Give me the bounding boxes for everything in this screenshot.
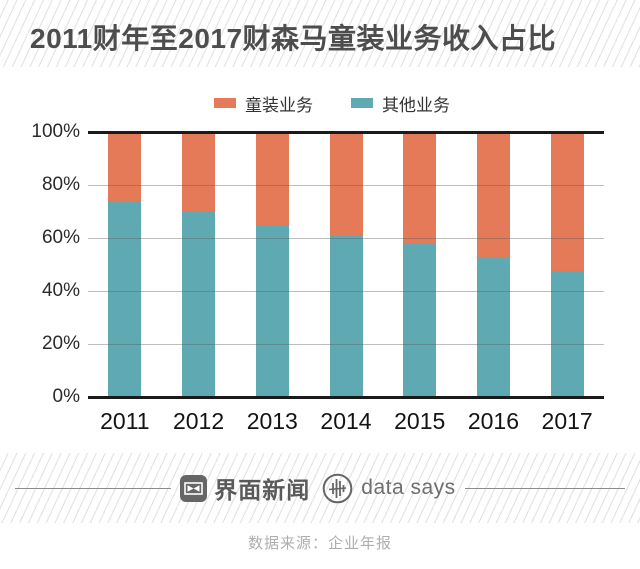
data-source-note: 数据来源：企业年报	[247, 535, 392, 552]
x-axis-tick-label: 2012	[172, 408, 225, 434]
legend-label: 其他业务	[382, 95, 450, 115]
bar-children-business-2013	[255, 132, 289, 225]
legend-label: 童装业务	[245, 95, 313, 115]
jiemian-brand-text: 界面新闻	[214, 477, 311, 503]
y-axis-tick-label: 40%	[41, 280, 80, 301]
chart-title: 2011财年至2017财森马童装业务收入占比	[30, 22, 557, 54]
bar-other-business-2017	[550, 271, 584, 397]
bar-children-business-2017	[550, 132, 584, 272]
bar-other-business-2011	[108, 201, 142, 397]
legend: 童装业务 其他业务	[24, 91, 640, 116]
legend-item-1: 其他业务	[351, 91, 450, 116]
y-axis-tick-label: 60%	[41, 227, 80, 248]
top-axis-line	[88, 130, 604, 134]
footer-band: 界面新闻 data says	[0, 453, 640, 523]
bar-children-business-2011	[108, 132, 142, 202]
bar-children-business-2016	[476, 132, 510, 257]
x-axis-tick-label: 2013	[246, 408, 298, 434]
x-axis-tick-label: 2016	[467, 408, 519, 434]
right-divider-line	[464, 487, 625, 489]
gridline-20%	[88, 343, 604, 345]
x-axis-tick-label: 2015	[394, 408, 446, 434]
data-says-brand-text: data says	[361, 476, 456, 499]
bar-children-business-2014	[329, 132, 363, 236]
x-axis-tick-label: 2014	[320, 408, 372, 434]
gridline-60%	[88, 237, 604, 239]
gridline-80%	[88, 184, 604, 186]
jiemian-logo-icon	[180, 474, 208, 502]
bar-other-business-2015	[403, 243, 437, 397]
legend-swatch-icon	[214, 98, 236, 108]
legend-item-0: 童装业务	[214, 91, 313, 116]
header-band: 2011财年至2017财森马童装业务收入占比	[0, 0, 640, 67]
gridline-40%	[88, 290, 604, 292]
bar-children-business-2012	[182, 132, 216, 211]
x-axis-tick-label: 2011	[100, 408, 150, 434]
bar-other-business-2016	[476, 256, 510, 397]
y-axis-tick-label: 100%	[31, 121, 80, 142]
y-axis-tick-label: 20%	[41, 333, 80, 354]
bar-other-business-2014	[329, 235, 363, 397]
x-axis-tick-label: 2017	[541, 408, 593, 434]
bottom-axis-line	[88, 395, 604, 399]
left-divider-line	[15, 487, 172, 489]
bar-other-business-2013	[255, 225, 289, 397]
bar-other-business-2012	[182, 210, 216, 397]
data-says-logo-icon	[322, 473, 353, 504]
y-axis-tick-label: 0%	[52, 386, 80, 407]
y-axis-tick-label: 80%	[41, 174, 80, 195]
bar-children-business-2015	[403, 132, 437, 244]
legend-swatch-icon	[351, 98, 373, 108]
